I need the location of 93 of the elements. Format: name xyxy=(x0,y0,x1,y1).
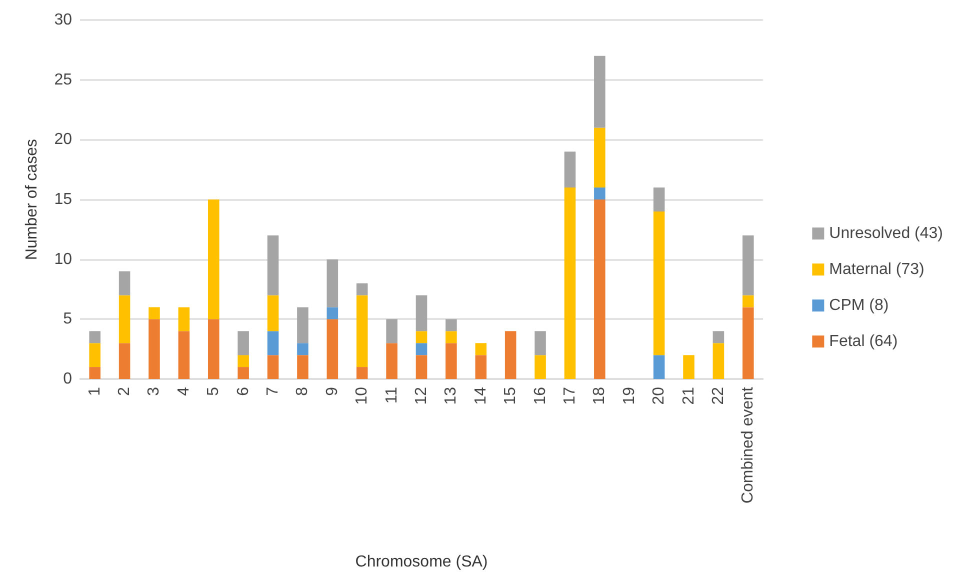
bar xyxy=(446,319,457,332)
bar xyxy=(653,188,665,212)
bar xyxy=(742,307,754,379)
bar xyxy=(178,307,190,332)
bar xyxy=(416,355,428,379)
x-tick-label: 21 xyxy=(680,386,698,405)
x-tick-label: 3 xyxy=(146,386,163,396)
bar xyxy=(297,307,308,344)
x-tick-label: 12 xyxy=(413,386,430,405)
bar xyxy=(386,319,398,344)
bar xyxy=(742,235,754,296)
bar xyxy=(326,259,338,308)
bar xyxy=(653,355,665,379)
bar xyxy=(712,343,724,379)
x-tick-label: 4 xyxy=(175,386,192,396)
bar xyxy=(208,319,220,379)
bar xyxy=(267,331,279,356)
bar xyxy=(238,367,249,379)
bar xyxy=(594,56,606,128)
x-tick-label: 8 xyxy=(294,386,312,396)
bar xyxy=(712,331,724,344)
bar xyxy=(534,355,546,379)
bar xyxy=(416,331,428,344)
y-tick-label: 15 xyxy=(54,191,72,208)
bar xyxy=(118,343,130,379)
bar xyxy=(178,331,190,379)
legend-label: CPM (8) xyxy=(829,297,889,314)
bar xyxy=(475,343,487,356)
y-tick-label: 5 xyxy=(63,310,72,328)
bar xyxy=(475,355,487,379)
x-tick-label: 1 xyxy=(86,386,104,396)
bar xyxy=(416,343,428,356)
x-tick-label: 14 xyxy=(472,386,490,405)
bar xyxy=(742,295,754,308)
bar xyxy=(118,295,130,344)
bar xyxy=(148,307,160,320)
x-tick-label: 13 xyxy=(442,386,460,405)
legend-label: Maternal (73) xyxy=(829,261,924,278)
bar xyxy=(297,343,308,356)
bar xyxy=(446,343,457,379)
bar xyxy=(238,331,249,356)
y-tick-label: 0 xyxy=(63,370,72,388)
bar xyxy=(89,331,100,344)
bar xyxy=(89,343,100,368)
bar xyxy=(386,343,398,379)
x-tick-label: 19 xyxy=(620,386,638,405)
bar xyxy=(326,319,338,379)
bar xyxy=(267,295,279,332)
y-tick-label: 20 xyxy=(54,131,72,148)
bar xyxy=(653,211,665,356)
y-tick-label: 10 xyxy=(54,250,72,268)
bar xyxy=(416,295,428,332)
bar xyxy=(356,295,368,368)
bar xyxy=(267,355,279,379)
bar xyxy=(356,367,368,379)
bar xyxy=(297,355,308,379)
bar xyxy=(89,367,100,379)
legend-label: Fetal (64) xyxy=(829,333,898,350)
x-tick-label: 22 xyxy=(710,386,727,405)
x-tick-label: 17 xyxy=(561,386,578,405)
bar xyxy=(564,188,576,379)
x-tick-label: 11 xyxy=(383,386,400,404)
bar xyxy=(238,355,249,368)
x-tick-label: 10 xyxy=(354,386,371,405)
legend-label: Unresolved (43) xyxy=(829,225,943,242)
bar xyxy=(594,200,606,379)
bar xyxy=(118,271,130,296)
bar xyxy=(564,152,576,188)
bar xyxy=(267,235,279,296)
x-tick-label: 2 xyxy=(116,386,134,396)
bar xyxy=(534,331,546,356)
x-tick-label: 7 xyxy=(264,386,282,396)
bar xyxy=(356,283,368,296)
bar xyxy=(504,331,516,379)
y-axis-title: Number of cases xyxy=(24,139,40,260)
x-axis-title: Chromosome (SA) xyxy=(355,554,488,570)
x-tick-label: 16 xyxy=(532,386,549,405)
bar xyxy=(446,331,457,344)
x-tick-label: 6 xyxy=(234,386,252,396)
bar xyxy=(594,128,606,188)
y-tick-label: 25 xyxy=(54,71,72,88)
y-tick-label: 30 xyxy=(54,12,72,28)
bar xyxy=(148,319,160,379)
x-tick-label: 20 xyxy=(650,386,668,405)
bar xyxy=(208,200,220,320)
bar xyxy=(594,188,606,200)
x-tick-label: 18 xyxy=(591,386,608,405)
x-tick-label: 5 xyxy=(205,386,222,396)
x-tick-label: 15 xyxy=(502,386,520,405)
bar xyxy=(683,355,694,379)
x-tick-label: 9 xyxy=(324,386,341,396)
x-tick-label: Combined event xyxy=(740,386,757,504)
bar xyxy=(326,307,338,320)
